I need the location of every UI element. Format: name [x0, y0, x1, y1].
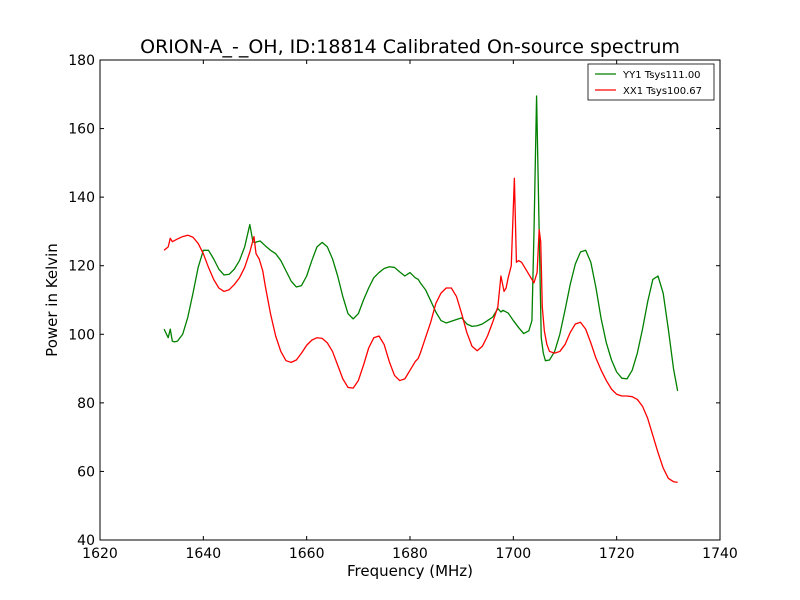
- plot-background: [100, 60, 720, 540]
- x-tick-label: 1740: [702, 546, 738, 562]
- y-axis-label: Power in Kelvin: [43, 243, 61, 357]
- series-layer: [163, 95, 679, 484]
- chart-title: ORION-A_-_OH, ID:18814 Calibrated On-sou…: [140, 36, 680, 58]
- y-tick-label: 180: [68, 53, 95, 69]
- x-tick-label: 1720: [599, 546, 635, 562]
- x-tick-label: 1680: [392, 546, 428, 562]
- y-tick-label: 100: [68, 327, 95, 343]
- x-tick-label: 1700: [496, 546, 532, 562]
- ticks-layer: 1620 1640 1660 1680 1700 1720 1740 40 60 80 100 120…: [68, 53, 738, 562]
- x-tick-label: 1620: [82, 546, 118, 562]
- y-tick-label: 80: [77, 396, 95, 412]
- legend-frame: [587, 63, 715, 101]
- series-line-xx1: [163, 177, 678, 484]
- legend: YY1 Tsys111.00 XX1 Tsys100.67: [587, 63, 715, 101]
- x-tick-label: 1660: [289, 546, 325, 562]
- legend-label-yy1: YY1 Tsys111.00: [622, 70, 701, 81]
- legend-label-xx1: XX1 Tsys100.67: [623, 86, 702, 97]
- y-tick-label: 140: [68, 190, 95, 206]
- y-tick-label: 120: [68, 259, 95, 275]
- plot-area: 1620 1640 1660 1680 1700 1720 1740 40 60 80 100 120…: [68, 53, 738, 562]
- y-tick-label: 60: [77, 464, 95, 480]
- y-tick-label: 40: [77, 533, 95, 549]
- x-axis-label: Frequency (MHz): [347, 562, 473, 580]
- y-tick-label: 160: [68, 122, 95, 138]
- x-tick-label: 1640: [186, 546, 222, 562]
- series-line-yy1: [163, 95, 679, 391]
